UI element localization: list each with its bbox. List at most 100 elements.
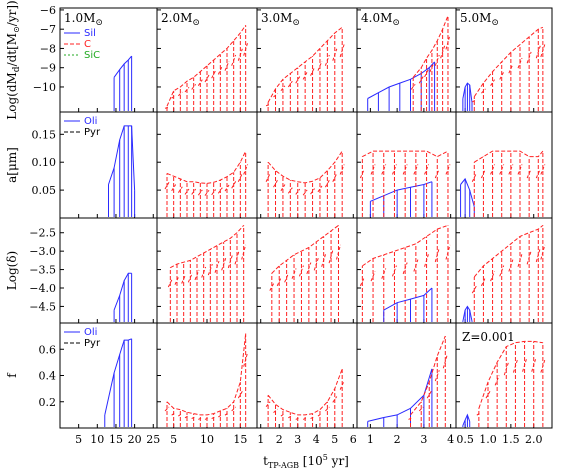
data-series-line [412, 15, 449, 78]
y-tick-label: −10 [33, 81, 56, 94]
data-spike [512, 359, 518, 373]
x-tick-label: 20 [128, 433, 142, 446]
data-spike [328, 249, 334, 264]
data-spike [540, 44, 546, 58]
data-series-line [462, 305, 473, 322]
y-tick-label: −3.5 [29, 264, 56, 277]
y-tick-label: −8 [40, 42, 56, 55]
data-spike [287, 187, 293, 194]
data-spike [211, 70, 217, 79]
panel-annotation: Z=0.001 [462, 330, 515, 344]
data-spike [540, 244, 546, 260]
data-spike [445, 244, 451, 260]
data-spike [508, 64, 514, 74]
data-spike [517, 164, 523, 175]
x-tick-label: 25 [146, 433, 160, 446]
data-spike [234, 250, 240, 265]
x-tick-label: 1 [257, 433, 264, 446]
data-spike [517, 253, 523, 267]
data-series-line [383, 287, 433, 311]
data-spike [280, 412, 286, 417]
data-spike [298, 265, 304, 277]
x-tick-label: 4 [313, 433, 320, 446]
x-tick-label: 2 [276, 433, 283, 446]
data-series-line [108, 125, 136, 191]
y-tick-label: −9 [40, 62, 56, 75]
data-spike [211, 189, 217, 196]
y-axis-label: a[μm] [5, 147, 19, 183]
data-spike [332, 396, 338, 403]
data-spike [429, 62, 435, 73]
x-tick-label: 10 [200, 433, 214, 446]
x-tick-label: 6 [350, 433, 357, 446]
data-spike [490, 164, 496, 175]
data-spike [434, 370, 440, 382]
data-spike [221, 258, 227, 271]
data-spike [295, 76, 301, 84]
data-spike [288, 414, 293, 419]
data-spike [237, 48, 243, 61]
data-spike [402, 164, 408, 175]
y-tick-label: −4.5 [29, 300, 56, 313]
data-spike [177, 186, 183, 193]
data-spike [310, 416, 315, 420]
data-spike [231, 54, 237, 66]
y-tick-label: −6 [40, 4, 56, 17]
panel-title: 5.0M⊙ [460, 11, 499, 28]
data-series-line [166, 150, 247, 184]
data-spike [317, 60, 323, 71]
data-spike [204, 74, 210, 83]
data-series-line [462, 82, 473, 103]
data-spike [535, 45, 541, 59]
x-tick-label: 3 [294, 433, 301, 446]
data-spike [408, 417, 413, 420]
data-spike [214, 260, 220, 273]
data-spike [476, 411, 482, 416]
panel-title: 3.0M⊙ [261, 11, 300, 28]
data-spike [227, 255, 233, 269]
data-spike [424, 68, 430, 78]
data-spike [381, 164, 387, 175]
y-axis-label: Log(dMd/dt[M⊙/yr]) [5, 0, 22, 119]
data-series-line [473, 225, 544, 278]
x-tick-label: 15 [233, 433, 247, 446]
data-spike [295, 417, 300, 420]
data-spike [273, 179, 278, 188]
data-spike [174, 275, 180, 285]
panel-frame [156, 322, 258, 429]
data-spike [445, 164, 451, 175]
data-spike [391, 265, 397, 277]
data-spike [171, 184, 177, 192]
data-series-line [474, 150, 544, 163]
data-series-line [113, 55, 132, 78]
legend-label: Pyr [84, 127, 101, 138]
panel-frame [59, 322, 158, 429]
data-spike [526, 51, 532, 64]
data-spike [167, 278, 173, 288]
data-spike [503, 362, 509, 376]
data-spike [197, 79, 203, 86]
data-spike [418, 76, 424, 84]
data-spike [191, 416, 196, 420]
data-spike [231, 181, 237, 189]
data-series-line [267, 26, 343, 103]
data-series-line [473, 26, 544, 97]
data-series-line [362, 224, 449, 267]
panel-title: 1.0M⊙ [64, 11, 103, 28]
data-spike [480, 277, 486, 287]
data-spike [276, 277, 282, 287]
data-spike [540, 164, 546, 175]
data-spike [194, 269, 200, 281]
legend-label: Oli [84, 116, 97, 127]
data-spike [204, 190, 210, 196]
data-spike [164, 182, 170, 190]
data-spike [313, 258, 319, 271]
data-spike [243, 42, 249, 56]
legend-label: SiC [84, 50, 100, 61]
x-tick-label: 15 [109, 433, 123, 446]
data-spike [540, 359, 546, 373]
data-spike [471, 285, 477, 294]
data-spike [201, 266, 207, 278]
y-tick-label: −7 [40, 23, 56, 36]
